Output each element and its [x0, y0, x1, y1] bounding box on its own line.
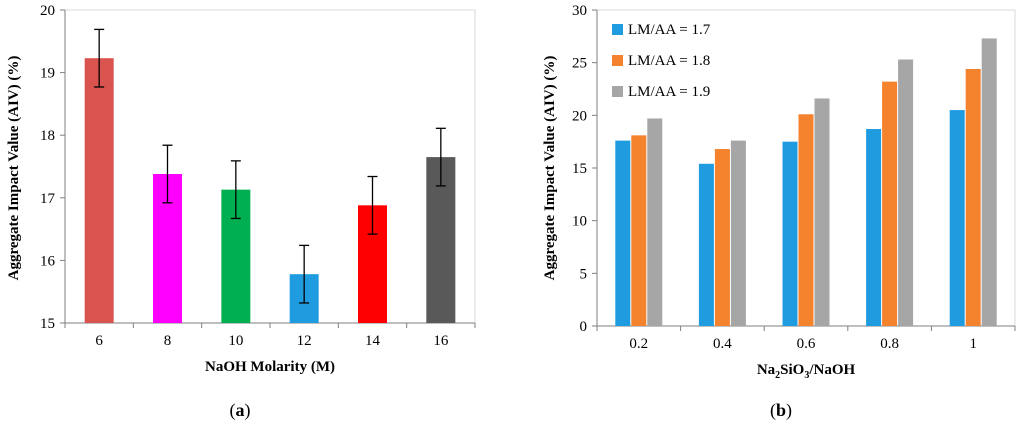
chart-a-xtick-label: 8 — [164, 333, 172, 349]
chart-b-xtick-label: 0.6 — [797, 336, 816, 352]
chart-b-xtick-label: 0.8 — [880, 336, 899, 352]
bar-series-1 — [782, 141, 798, 326]
chart-a-xlabel: NaOH Molarity (M) — [205, 359, 335, 375]
bar-series-3 — [981, 38, 997, 326]
chart-a-ytick-label: 18 — [40, 128, 55, 144]
bar-series-2 — [631, 135, 647, 326]
chart-b-ytick-label: 25 — [572, 56, 587, 72]
chart-b-ytick-label: 15 — [572, 161, 587, 177]
chart-b: Aggregate Impact Value (AIV) (%) Na2SiO3… — [542, 3, 1016, 421]
chart-b-ytick-label: 20 — [572, 108, 587, 124]
bar-series-3 — [898, 59, 914, 327]
legend-swatch-3 — [612, 86, 623, 97]
bar-series-2 — [798, 114, 814, 326]
chart-a-ytick-label: 17 — [40, 191, 56, 207]
chart-b-ytick-label: 10 — [572, 214, 587, 230]
chart-a-ylabel: Aggregate Impact Value (AIV) (%) — [6, 56, 22, 281]
chart-b-xtick-label: 0.2 — [629, 336, 648, 352]
chart-a-xtick-label: 16 — [433, 333, 449, 349]
bar-series-1 — [615, 140, 631, 326]
bar-series-2 — [882, 81, 898, 326]
bar-series-3 — [730, 140, 746, 326]
chart-b-ytick-label: 5 — [580, 266, 588, 282]
chart-a-plot-frame — [64, 9, 476, 324]
bar-series-3 — [814, 98, 830, 326]
chart-b-ytick-label: 0 — [580, 319, 588, 335]
bar-series-1 — [698, 163, 714, 326]
bar-series-2 — [714, 149, 730, 326]
legend-swatch-1 — [612, 24, 623, 35]
legend-label-2: LM/AA = 1.8 — [628, 53, 710, 69]
chart-b-ylabel: Aggregate Impact Value (AIV) (%) — [542, 56, 558, 281]
chart-b-panel-label: (b) — [770, 400, 792, 421]
chart-a-xtick-label: 14 — [365, 333, 381, 349]
chart-b-ytick-label: 30 — [572, 3, 587, 19]
bar-series-1 — [949, 110, 965, 326]
bar-series-2 — [965, 68, 981, 326]
chart-a-ytick-label: 15 — [40, 316, 55, 332]
chart-a-ytick-label: 19 — [40, 66, 55, 82]
legend-label-3: LM/AA = 1.9 — [628, 84, 710, 100]
chart-b-xtick-label: 1 — [969, 336, 977, 352]
chart-a-xtick-label: 6 — [95, 333, 103, 349]
bar — [84, 58, 114, 324]
chart-a-ytick-label: 20 — [40, 3, 55, 19]
chart-b-xlabel: Na2SiO3/NaOH — [757, 362, 856, 381]
bar-series-3 — [647, 118, 663, 326]
chart-a-panel-label: (a) — [230, 400, 251, 421]
chart-a-xtick-label: 10 — [228, 333, 243, 349]
chart-a: Aggregate Impact Value (AIV) (%) NaOH Mo… — [6, 3, 476, 421]
legend-swatch-2 — [612, 55, 623, 66]
chart-a-ytick-label: 16 — [40, 253, 56, 269]
legend-label-1: LM/AA = 1.7 — [628, 22, 711, 38]
bar-series-1 — [866, 129, 882, 326]
chart-a-xtick-label: 12 — [297, 333, 312, 349]
chart-b-xtick-label: 0.4 — [713, 336, 732, 352]
